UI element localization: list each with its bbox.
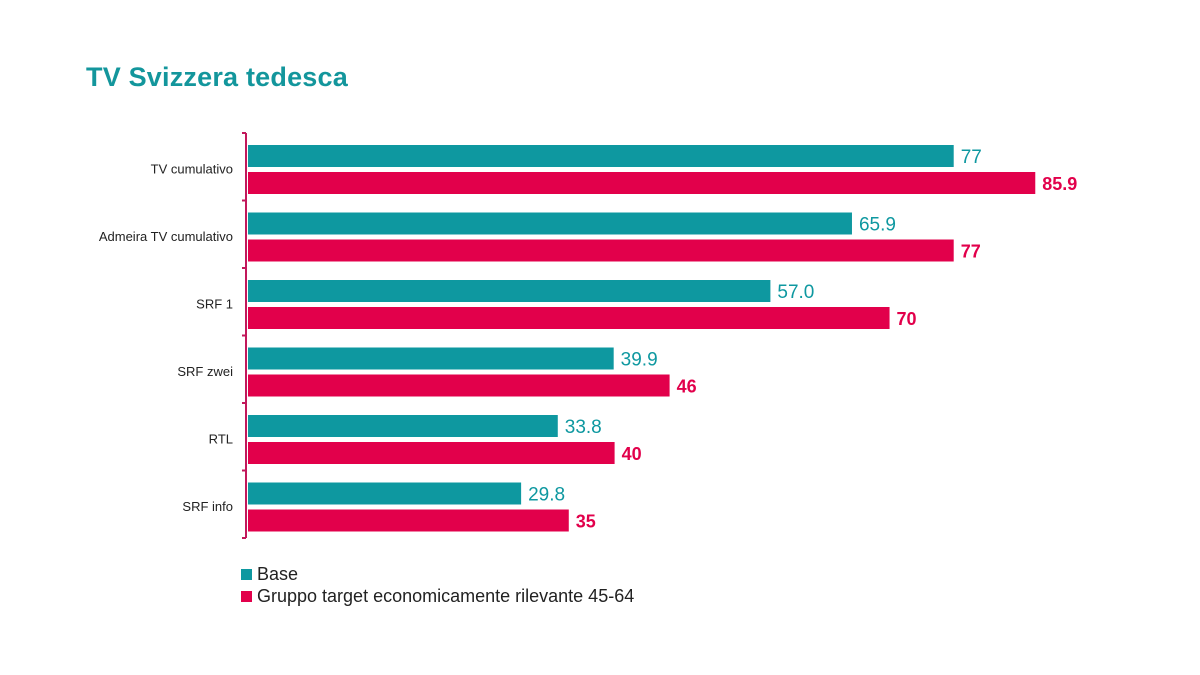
legend-swatch-base bbox=[241, 568, 252, 580]
bar-chart: TV cumulativo 77 85.9 Admeira TV cumulativo… bbox=[99, 132, 1077, 539]
bar-target bbox=[248, 172, 1036, 194]
data-label-target: 40 bbox=[622, 444, 642, 464]
data-label-target: 85.9 bbox=[1042, 174, 1077, 194]
data-label-base: 77 bbox=[961, 147, 982, 168]
bar-base bbox=[248, 145, 954, 167]
bar-target bbox=[248, 442, 615, 464]
category-label: TV cumulativo bbox=[151, 162, 233, 177]
legend-item-target: Gruppo target economicamente rilevante 4… bbox=[241, 585, 634, 607]
bar-base bbox=[248, 482, 522, 505]
chart-title: TV Svizzera tedesca bbox=[86, 62, 348, 92]
category-label: RTL bbox=[209, 432, 233, 447]
bar-target bbox=[248, 509, 569, 532]
data-label-base: 57.0 bbox=[777, 282, 814, 303]
legend-item-base: Base bbox=[241, 563, 634, 585]
data-label-base: 65.9 bbox=[859, 215, 896, 236]
category-label: SRF zwei bbox=[177, 364, 233, 379]
legend: Base Gruppo target economicamente rileva… bbox=[241, 563, 634, 607]
bar-target bbox=[248, 239, 954, 262]
bar-target bbox=[248, 374, 670, 397]
data-label-base: 29.8 bbox=[528, 485, 565, 506]
category-label: SRF info bbox=[182, 499, 233, 514]
bar-base bbox=[248, 347, 614, 370]
bar-base bbox=[248, 212, 852, 235]
bar-target bbox=[248, 307, 890, 329]
data-label-base: 39.9 bbox=[621, 350, 658, 371]
data-label-target: 70 bbox=[897, 309, 917, 329]
bar-base bbox=[248, 415, 558, 437]
category-label: Admeira TV cumulativo bbox=[99, 229, 233, 244]
data-label-base: 33.8 bbox=[565, 417, 602, 438]
legend-label-base: Base bbox=[257, 563, 299, 584]
legend-swatch-target bbox=[241, 590, 252, 602]
legend-label-target: Gruppo target economicamente rilevante 4… bbox=[257, 585, 635, 606]
bar-base bbox=[248, 280, 771, 302]
data-label-target: 77 bbox=[961, 242, 981, 262]
data-label-target: 46 bbox=[677, 377, 697, 397]
category-label: SRF 1 bbox=[196, 297, 233, 312]
data-label-target: 35 bbox=[576, 512, 596, 532]
